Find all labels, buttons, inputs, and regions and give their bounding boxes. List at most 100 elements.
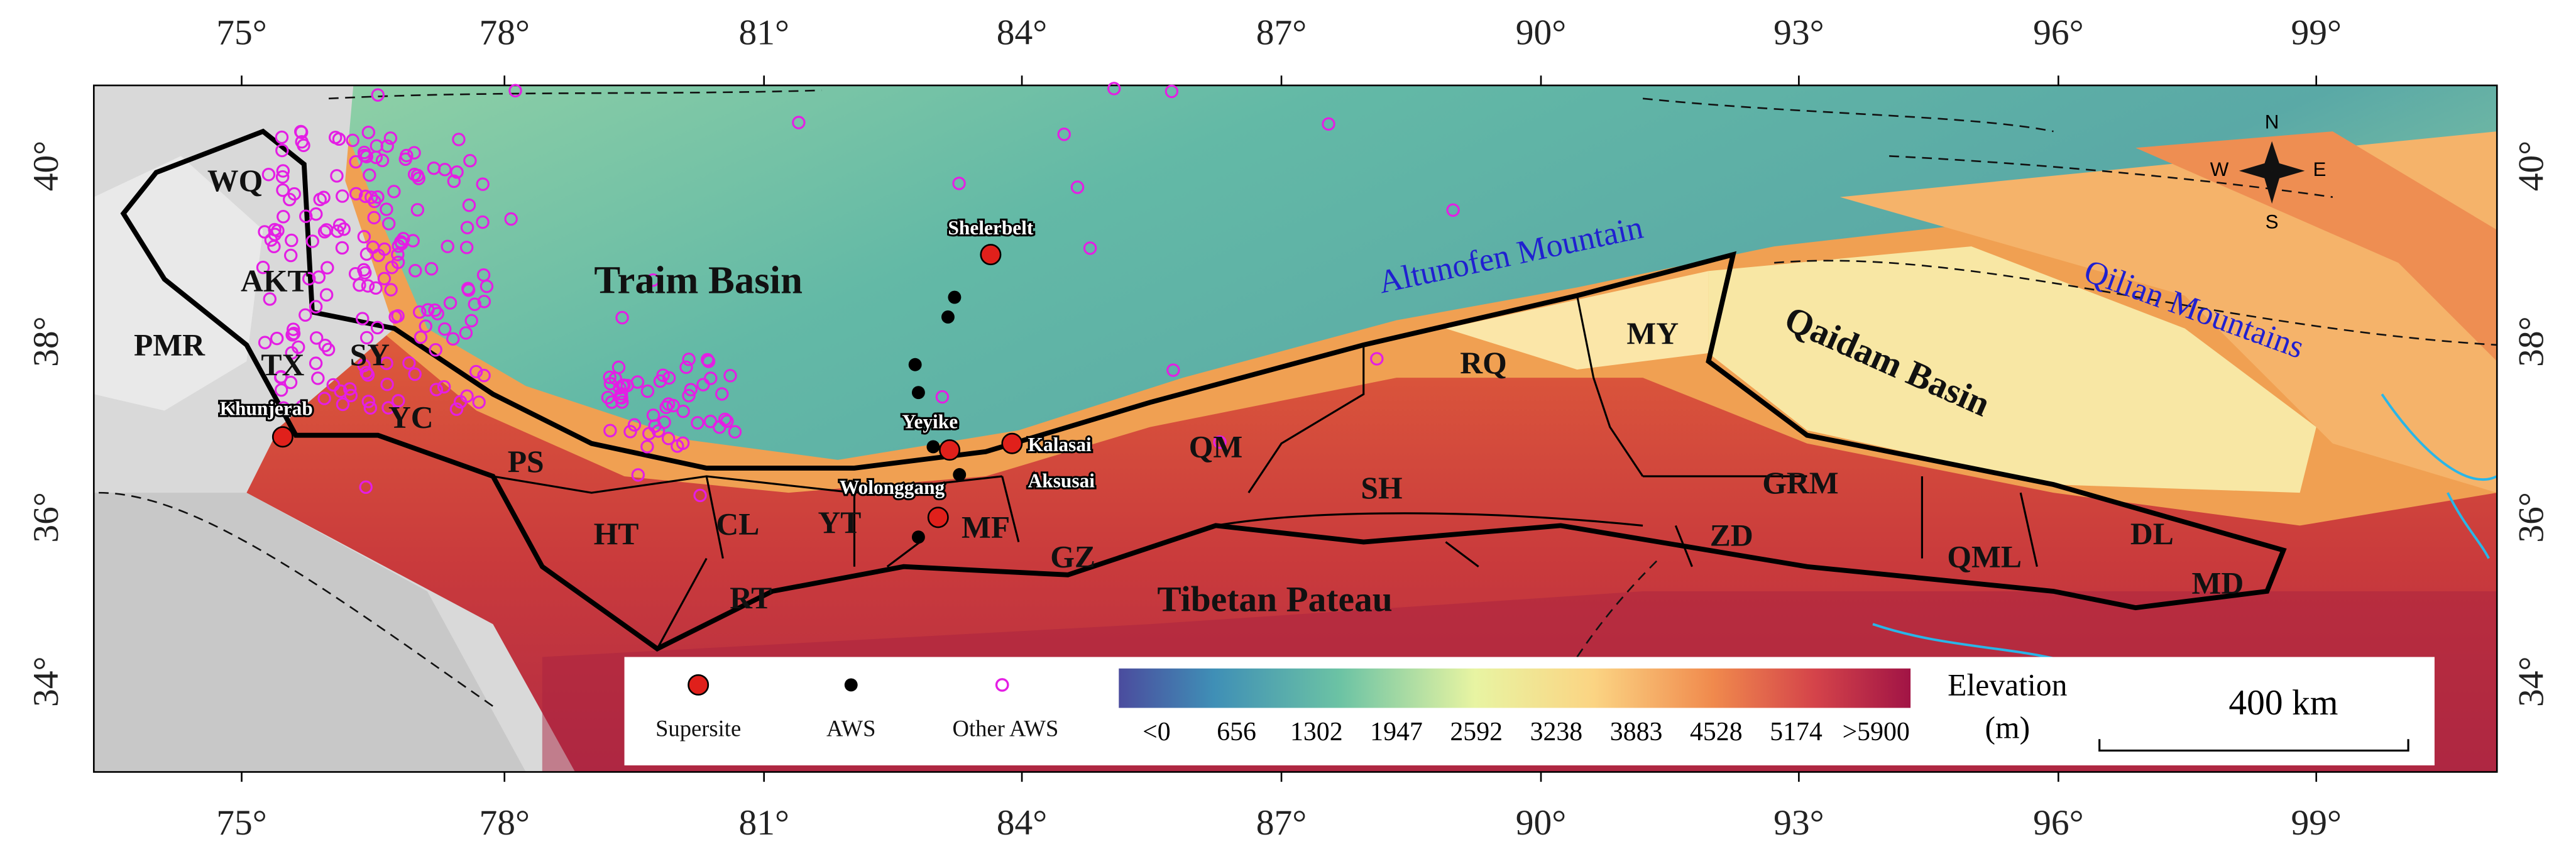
other-aws bbox=[1057, 128, 1071, 141]
lon-label: 81° bbox=[738, 13, 789, 53]
lon-label: 75° bbox=[216, 13, 267, 53]
lon-label: 93° bbox=[1773, 13, 1824, 53]
colorbar-unit: (m) bbox=[1985, 711, 2030, 745]
other-aws bbox=[381, 217, 396, 231]
other-aws bbox=[421, 303, 435, 317]
other-aws bbox=[1370, 352, 1384, 366]
other-aws bbox=[302, 271, 316, 286]
stations bbox=[256, 82, 1460, 544]
region-label: WQ bbox=[207, 163, 263, 198]
compass bbox=[2239, 141, 2305, 204]
other-aws bbox=[261, 168, 276, 182]
colorbar-label: >5900 bbox=[1843, 718, 1910, 747]
other-aws bbox=[361, 126, 376, 140]
site-label: Shelerbelt bbox=[948, 217, 1033, 239]
other-aws bbox=[429, 383, 444, 397]
site-label: Wolonggang bbox=[840, 476, 945, 498]
site-label: Kalasai bbox=[1028, 434, 1092, 456]
aws bbox=[953, 468, 967, 481]
lon-label: 84° bbox=[997, 803, 1048, 843]
lat-label: 38° bbox=[26, 316, 66, 366]
region-label: PS bbox=[508, 444, 544, 479]
other-aws bbox=[459, 326, 473, 340]
other-aws bbox=[285, 328, 299, 342]
legend-label: Supersite bbox=[655, 716, 741, 741]
region-label: DL bbox=[2130, 517, 2174, 551]
aws bbox=[941, 310, 955, 324]
other-aws bbox=[394, 235, 408, 249]
other-aws bbox=[1322, 117, 1335, 131]
other-aws bbox=[312, 270, 326, 284]
other-aws bbox=[371, 248, 386, 263]
other-aws bbox=[676, 404, 690, 419]
other-aws bbox=[256, 260, 270, 275]
other-aws bbox=[468, 297, 481, 311]
other-aws bbox=[1083, 241, 1097, 255]
other-aws bbox=[356, 312, 370, 326]
lon-label: 96° bbox=[2033, 803, 2084, 843]
other-aws bbox=[361, 279, 375, 293]
region-label: MD bbox=[2192, 566, 2244, 601]
other-aws bbox=[363, 401, 378, 415]
other-aws bbox=[283, 375, 298, 390]
lat-label: 34° bbox=[2512, 656, 2551, 707]
other-aws bbox=[452, 133, 466, 146]
other-aws bbox=[353, 278, 366, 292]
other-aws bbox=[703, 414, 718, 429]
other-aws bbox=[461, 282, 475, 295]
other-aws bbox=[336, 397, 350, 412]
supersite bbox=[927, 506, 949, 528]
region-label: TX bbox=[261, 347, 304, 382]
other-aws bbox=[662, 371, 676, 385]
other-aws bbox=[332, 218, 347, 232]
other-aws bbox=[446, 332, 460, 346]
region-label: HT bbox=[594, 517, 639, 551]
other-aws bbox=[438, 163, 452, 177]
aws bbox=[926, 440, 940, 454]
colorbar-label: 3883 bbox=[1610, 718, 1663, 747]
other-aws bbox=[285, 233, 299, 248]
other-aws bbox=[679, 360, 693, 375]
compass-label: E bbox=[2313, 158, 2326, 180]
other-aws bbox=[462, 198, 476, 212]
other-aws bbox=[402, 356, 416, 370]
lon-label: 90° bbox=[1516, 13, 1567, 53]
other-aws bbox=[348, 266, 363, 281]
other-aws bbox=[696, 378, 710, 391]
other-aws bbox=[299, 209, 313, 223]
other-aws bbox=[412, 305, 427, 319]
supersite bbox=[939, 439, 961, 461]
aws bbox=[948, 290, 962, 304]
other-aws bbox=[715, 387, 729, 401]
region-label: RT bbox=[730, 581, 772, 615]
other-aws bbox=[720, 414, 734, 429]
other-aws bbox=[398, 152, 412, 167]
other-aws bbox=[441, 239, 454, 253]
region-label: AKT bbox=[241, 264, 309, 298]
other-aws bbox=[653, 374, 667, 388]
region-label: SH bbox=[1361, 471, 1402, 505]
other-aws bbox=[504, 212, 518, 226]
colorbar-label: 656 bbox=[1217, 718, 1256, 747]
lon-label: 81° bbox=[738, 803, 789, 843]
other-aws bbox=[380, 377, 394, 391]
lon-label: 90° bbox=[1516, 803, 1567, 843]
lon-label: 99° bbox=[2291, 803, 2342, 843]
other-aws bbox=[407, 146, 421, 160]
other-aws bbox=[383, 131, 398, 145]
other-aws bbox=[464, 314, 478, 328]
region-label: YT bbox=[818, 505, 861, 540]
other-aws bbox=[1107, 82, 1121, 96]
other-aws bbox=[370, 320, 385, 335]
other-aws bbox=[1165, 84, 1179, 99]
lon-label: 87° bbox=[1256, 803, 1307, 843]
supersite bbox=[271, 426, 293, 448]
basin-label: Traim Basin bbox=[594, 258, 803, 302]
other-aws bbox=[295, 135, 309, 149]
other-aws bbox=[623, 425, 637, 439]
other-aws bbox=[309, 300, 323, 314]
other-aws bbox=[268, 222, 282, 237]
other-aws bbox=[369, 281, 383, 295]
other-aws bbox=[375, 153, 390, 168]
other-aws bbox=[332, 132, 346, 146]
